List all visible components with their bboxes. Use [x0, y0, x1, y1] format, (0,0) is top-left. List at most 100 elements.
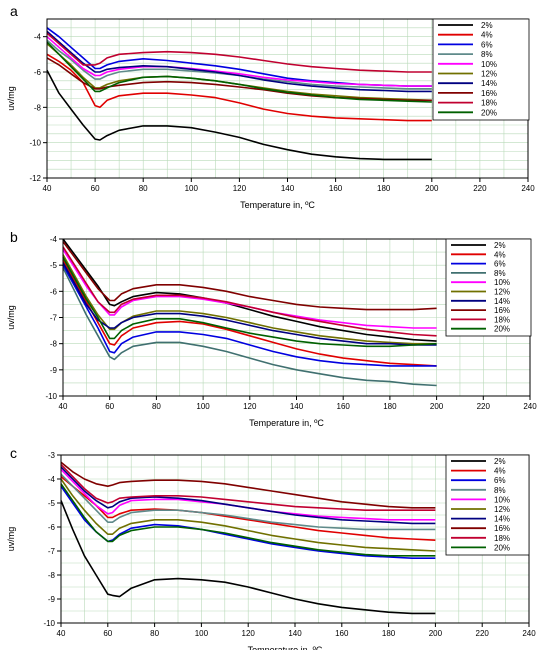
y-tick-label: -9 — [48, 595, 56, 604]
x-tick-label: 160 — [335, 629, 349, 638]
legend-entry: 16% — [494, 306, 510, 315]
legend-entry: 18% — [494, 534, 510, 543]
series-line-2pct — [60, 500, 436, 615]
legend-entry: 2% — [481, 21, 493, 30]
y-tick-label: -3 — [48, 451, 56, 460]
y-tick-label: -6 — [34, 68, 42, 77]
legend-entry: 8% — [494, 486, 506, 495]
x-tick-label: 120 — [243, 402, 257, 411]
panel-label: a — [10, 3, 18, 19]
x-tick-label: 120 — [242, 629, 256, 638]
series-line-18pct — [46, 32, 432, 73]
y-tick-label: -4 — [48, 475, 56, 484]
x-tick-label: 220 — [473, 184, 487, 193]
series-line-8pct — [60, 473, 436, 531]
series-line-20pct — [46, 41, 432, 103]
y-axis-label: uv/mg — [6, 86, 16, 111]
legend-entry: 16% — [481, 89, 497, 98]
legend-entry: 12% — [494, 505, 510, 514]
legend: 2%4%6%8%10%12%14%16%18%20% — [445, 454, 530, 556]
y-tick-label: -10 — [43, 619, 55, 628]
legend-entry: 4% — [494, 467, 506, 476]
series-line-14pct — [46, 30, 432, 93]
x-tick-label: 200 — [429, 629, 443, 638]
series-line-18pct — [60, 464, 436, 511]
y-tick-label: -7 — [50, 314, 58, 323]
series-line-6pct — [62, 264, 437, 367]
legend-entry: 12% — [494, 288, 510, 297]
y-tick-label: -12 — [29, 174, 41, 183]
legend-entry: 14% — [494, 515, 510, 524]
chart-panel-a: a 40 60 80 100 120 140 160 180 200 220 240 -12 -10 -8 -… — [6, 3, 535, 210]
x-tick-label: 220 — [476, 629, 490, 638]
x-tick-label: 80 — [139, 184, 148, 193]
x-tick-label: 60 — [105, 402, 114, 411]
series-line-18pct — [62, 246, 437, 337]
x-tick-label: 40 — [59, 402, 68, 411]
x-tick-label: 40 — [43, 184, 52, 193]
x-tick-label: 140 — [288, 629, 302, 638]
legend-entry: 2% — [494, 241, 506, 250]
series-line-16pct — [60, 461, 436, 509]
y-tick-label: -4 — [34, 33, 42, 42]
legend-entry: 12% — [481, 70, 497, 79]
series-line-4pct — [46, 53, 432, 122]
legend-entry: 20% — [481, 108, 497, 117]
x-tick-label: 100 — [196, 402, 210, 411]
x-tick-label: 160 — [337, 402, 351, 411]
legend-entry: 6% — [494, 260, 506, 269]
legend-entry: 18% — [494, 315, 510, 324]
x-axis-label: Temperature in, ºC — [249, 418, 324, 428]
x-tick-label: 180 — [377, 184, 391, 193]
legend-entry: 18% — [481, 99, 497, 108]
legend-entry: 14% — [494, 297, 510, 306]
legend-entry: 20% — [494, 325, 510, 334]
series-line-2pct — [46, 69, 432, 161]
y-tick-label: -5 — [50, 261, 58, 270]
series-line-10pct — [60, 468, 436, 521]
legend-entry: 2% — [494, 457, 506, 466]
legend: 2%4%6%8%10%12%14%16%18%20% — [445, 238, 532, 337]
x-tick-label: 60 — [91, 184, 100, 193]
y-tick-label: -8 — [34, 103, 42, 112]
x-tick-label: 100 — [195, 629, 209, 638]
x-tick-label: 240 — [522, 629, 536, 638]
series-line-20pct — [62, 256, 437, 348]
x-tick-label: 80 — [150, 629, 159, 638]
x-tick-label: 120 — [233, 184, 247, 193]
y-tick-label: -8 — [50, 340, 58, 349]
chart-panel-c: c 40 60 80 100 120 140 160 180 200 220 240 -10 -9 -8 -7… — [6, 445, 536, 650]
y-tick-label: -6 — [48, 523, 56, 532]
x-tick-label: 200 — [425, 184, 439, 193]
series-line-12pct — [60, 478, 436, 552]
x-tick-label: 240 — [523, 402, 537, 411]
legend-entry: 8% — [494, 269, 506, 278]
legend-entry: 4% — [494, 250, 506, 259]
x-tick-label: 180 — [382, 629, 396, 638]
y-tick-label: -10 — [29, 139, 41, 148]
x-tick-label: 60 — [103, 629, 112, 638]
y-axis-label: uv/mg — [6, 527, 16, 552]
y-tick-label: -7 — [48, 547, 56, 556]
legend: 2%4%6%8%10%12%14%16%18%20% — [432, 18, 530, 121]
series-line-14pct — [62, 262, 437, 346]
series-line-20pct — [60, 483, 436, 557]
x-tick-label: 160 — [329, 184, 343, 193]
x-tick-label: 140 — [290, 402, 304, 411]
legend-entry: 10% — [481, 60, 497, 69]
x-tick-label: 200 — [430, 402, 444, 411]
x-tick-label: 40 — [57, 629, 66, 638]
legend-entry: 6% — [494, 476, 506, 485]
chart-panel-b: b 40 60 80 100 120 140 160 180 200 220 240 -10 -9 -8 -7… — [6, 229, 537, 428]
y-tick-label: -6 — [50, 287, 58, 296]
y-tick-label: -5 — [48, 499, 56, 508]
x-tick-label: 180 — [383, 402, 397, 411]
x-tick-label: 240 — [521, 184, 535, 193]
series-line-8pct — [46, 39, 432, 90]
y-tick-label: -10 — [45, 392, 57, 401]
panel-label: c — [10, 445, 17, 461]
series-line-14pct — [60, 466, 436, 525]
y-tick-label: -4 — [50, 235, 58, 244]
legend-entry: 8% — [481, 50, 493, 59]
